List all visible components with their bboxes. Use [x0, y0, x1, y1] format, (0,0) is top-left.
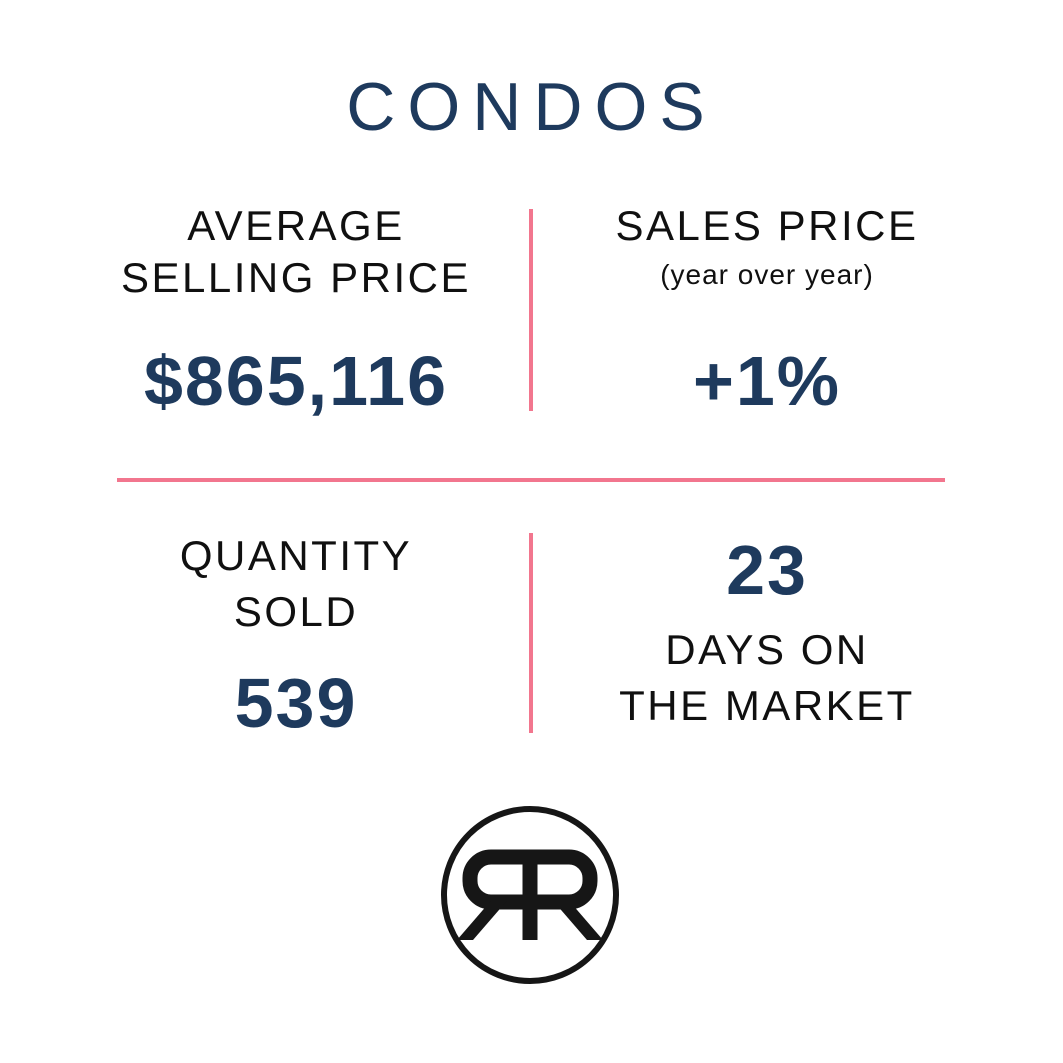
days-on-market-value: 23: [726, 531, 808, 609]
stat-quantity-sold: QUANTITY SOLD 539: [60, 528, 532, 741]
horizontal-divider: [117, 478, 945, 482]
label-line: AVERAGE: [187, 202, 405, 249]
sales-price-label: SALES PRICE: [615, 202, 919, 249]
sales-price-sublabel: (year over year): [660, 259, 874, 290]
stat-days-on-market: 23 DAYS ON THE MARKET: [531, 532, 1003, 734]
rr-logo-svg: [441, 806, 619, 984]
page-title: CONDOS: [346, 69, 717, 145]
label-line: SOLD: [233, 588, 359, 635]
label-line: THE MARKET: [619, 682, 915, 729]
logo-right-leg: [549, 896, 603, 940]
rr-monogram-circle-icon: [435, 800, 625, 990]
quantity-sold-label: QUANTITY SOLD: [60, 528, 532, 640]
label-line: DAYS ON: [665, 626, 869, 673]
label-line: QUANTITY: [179, 532, 413, 579]
label-line: SELLING PRICE: [121, 254, 471, 301]
logo-left-leg: [457, 896, 511, 940]
stat-sales-price: SALES PRICE (year over year) +1%: [531, 200, 1003, 419]
vertical-divider-top: [529, 209, 533, 411]
quantity-sold-value: 539: [234, 664, 358, 742]
average-selling-price-value: $865,116: [143, 342, 449, 420]
vertical-divider-bottom: [529, 533, 533, 733]
logo-circle: [441, 806, 619, 984]
stat-average-selling-price: AVERAGE SELLING PRICE $865,116: [60, 200, 532, 419]
sales-price-value: +1%: [692, 342, 842, 420]
days-on-market-label: DAYS ON THE MARKET: [531, 622, 1003, 734]
average-selling-price-label: AVERAGE SELLING PRICE: [60, 200, 532, 304]
